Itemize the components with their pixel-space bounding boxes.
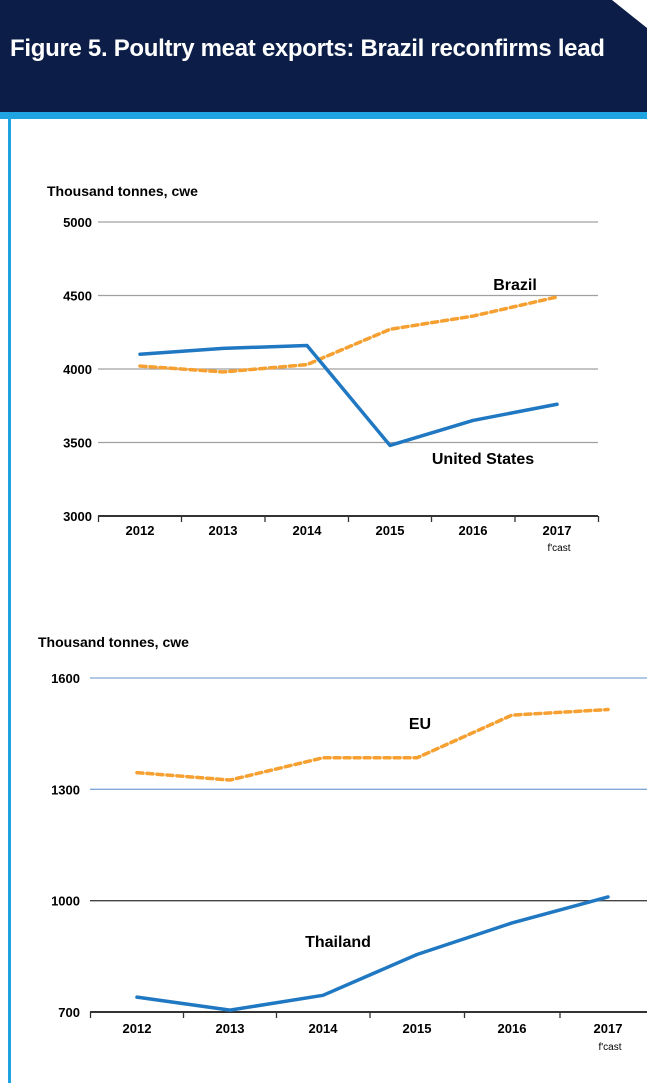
chart2-y-tick-label: 1000: [51, 894, 80, 909]
chart-eu-thailand: 700 1000 1300 1600 2012 2013 2014 2015 2016 2017 f…: [51, 671, 647, 1053]
chart2-y-tick-label: 1300: [51, 782, 80, 797]
chart1-y-tick-label: 3500: [63, 436, 92, 451]
chart2-x-tick-label: 2013: [216, 1021, 245, 1036]
figure-title: Figure 5. Poultry meat exports: Brazil r…: [10, 35, 605, 62]
panel-left-border: [8, 119, 11, 1083]
chart1-y-tick-label: 4000: [63, 362, 92, 377]
series-line-united-states: [138, 343, 559, 448]
series-label-united-states: United States: [432, 451, 534, 468]
chart2-x-tick-sublabel: f'cast: [598, 1042, 621, 1053]
chart1-x-tick-label: 2014: [293, 523, 323, 538]
chart-brazil-us: 3000 3500 4000 4500 5000 2012 2013 2014 2015 2016…: [63, 215, 600, 554]
series-label-brazil: Brazil: [493, 277, 537, 294]
chart1-x-tick-label: 2015: [376, 523, 405, 538]
chart1-x-tick-label: 2017: [543, 523, 572, 538]
chart1-y-tick-label: 3000: [63, 509, 92, 524]
chart2-y-tick-label: 1600: [51, 671, 80, 686]
series-line-eu: [135, 707, 610, 782]
chart2-x-tick-label: 2014: [309, 1021, 339, 1036]
chart1-y-unit-label: Thousand tonnes, cwe: [47, 183, 198, 199]
chart2-x-tick-label: 2016: [498, 1021, 527, 1036]
chart1-y-tick-label: 5000: [63, 215, 92, 230]
header-accent-stripe: [0, 112, 647, 119]
chart2-x-tick-label: 2015: [403, 1021, 432, 1036]
chart1-x-tick-label: 2013: [209, 523, 238, 538]
figure-header: [0, 0, 647, 112]
chart2-y-unit-label: Thousand tonnes, cwe: [38, 634, 189, 650]
chart1-x-tick-label: 2012: [126, 523, 155, 538]
chart1-y-tick-label: 4500: [63, 289, 92, 304]
series-label-thailand: Thailand: [305, 934, 371, 951]
chart2-x-tick-label: 2017: [594, 1021, 623, 1036]
series-line-brazil: [138, 295, 559, 374]
chart2-y-tick-label: 700: [58, 1005, 80, 1020]
chart1-x-tick-sublabel: f'cast: [547, 543, 570, 554]
chart1-x-tick-label: 2016: [459, 523, 488, 538]
series-line-thailand: [135, 895, 610, 1012]
series-label-eu: EU: [409, 716, 431, 733]
chart2-x-tick-label: 2012: [123, 1021, 152, 1036]
